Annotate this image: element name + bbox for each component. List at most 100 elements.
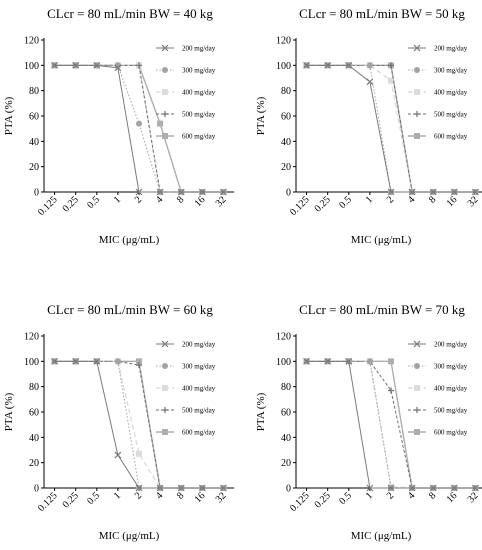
- x-tick-label: 8: [427, 490, 438, 501]
- data-point-200-mg-day: [408, 484, 416, 492]
- series-line-300-mg-day: [306, 360, 476, 489]
- x-tick-label: 0.25: [61, 194, 81, 214]
- series-line-200-mg-day: [54, 360, 224, 489]
- legend-entry-400-mg-day: 400 mg/day: [434, 89, 468, 97]
- legend-entry-400-mg-day: 400 mg/day: [182, 385, 216, 393]
- x-tick-label: 0.5: [85, 490, 102, 507]
- y-tick-label: 0: [34, 188, 39, 199]
- data-point-200-mg-day: [387, 484, 395, 492]
- data-point-600-mg-day: [388, 358, 394, 365]
- series-line-200-mg-day: [54, 64, 224, 193]
- data-point-600-mg-day: [136, 358, 142, 365]
- data-point-300-mg-day: [136, 120, 142, 127]
- data-point-200-mg-day: [51, 61, 58, 69]
- data-point-200-mg-day: [472, 188, 479, 196]
- data-point-300-mg-day: [114, 358, 121, 365]
- legend-marker-600-mg-day: [162, 429, 168, 435]
- y-tick-label: 40: [29, 137, 39, 148]
- x-tick-label: 16: [193, 490, 208, 505]
- y-tick-label: 0: [286, 484, 291, 495]
- series-line-400-mg-day: [306, 360, 476, 489]
- legend-marker-200-mg-day: [161, 44, 169, 52]
- x-tick-label: 16: [445, 194, 460, 209]
- data-point-400-mg-day: [136, 450, 142, 457]
- data-point-300-mg-day: [366, 358, 373, 365]
- chart-title: CLcr = 80 mL/min BW = 50 kg: [299, 6, 465, 21]
- y-tick-label: 40: [281, 137, 291, 148]
- x-tick-label: 2: [385, 490, 396, 501]
- series-line-200-mg-day: [306, 64, 476, 193]
- legend-marker-600-mg-day: [414, 133, 420, 139]
- y-tick-label: 120: [24, 36, 39, 47]
- legend-marker-300-mg-day: [162, 363, 168, 369]
- data-point-200-mg-day: [198, 484, 206, 492]
- x-tick-label: 0.5: [337, 194, 354, 211]
- data-point-200-mg-day: [156, 484, 164, 492]
- legend-entry-200-mg-day: 200 mg/day: [434, 45, 468, 53]
- y-axis-label: PTA (%): [3, 96, 15, 135]
- data-point-200-mg-day: [220, 484, 227, 492]
- x-tick-label: 2: [133, 490, 144, 501]
- data-point-200-mg-day: [450, 484, 458, 492]
- data-point-200-mg-day: [93, 357, 101, 365]
- data-point-200-mg-day: [387, 188, 395, 196]
- series-line-600-mg-day: [306, 360, 476, 489]
- data-point-200-mg-day: [324, 357, 332, 365]
- x-axis-label: MIC (μg/mL): [351, 234, 412, 246]
- legend-marker-600-mg-day: [414, 429, 420, 435]
- x-tick-label: 0.25: [313, 194, 333, 214]
- y-tick-label: 0: [34, 484, 39, 495]
- series-line-400-mg-day: [54, 360, 224, 489]
- legend-marker-400-mg-day: [414, 89, 420, 95]
- y-tick-label: 80: [29, 86, 39, 97]
- y-axis-label: PTA (%): [255, 96, 267, 135]
- x-tick-label: 2: [385, 194, 396, 205]
- series-line-500-mg-day: [54, 360, 224, 489]
- x-tick-label: 0.125: [288, 194, 312, 218]
- chart-panel-bw-60: CLcr = 80 mL/min BW = 60 kg 0 20 40 60 80 100 1…: [3, 302, 234, 542]
- legend-entry-500-mg-day: 500 mg/day: [434, 111, 468, 119]
- data-point-500-mg-day: [388, 387, 394, 394]
- data-point-200-mg-day: [345, 357, 353, 365]
- x-tick-label: 0.25: [313, 490, 333, 510]
- x-tick-label: 0.125: [36, 194, 60, 218]
- y-tick-label: 80: [281, 86, 291, 97]
- data-point-500-mg-day: [388, 62, 394, 69]
- legend-entry-500-mg-day: 500 mg/day: [182, 407, 216, 415]
- x-tick-label: 0.5: [85, 194, 102, 211]
- y-axis-label: PTA (%): [3, 392, 15, 431]
- chart-panel-bw-40: CLcr = 80 mL/min BW = 40 kg 0 20 40 60 80 100 1…: [3, 6, 234, 246]
- x-tick-label: 0.125: [288, 490, 312, 514]
- chart-panel-bw-70: CLcr = 80 mL/min BW = 70 kg 0 20 40 60 80 100 1…: [255, 302, 482, 542]
- legend-marker-500-mg-day: [162, 407, 168, 413]
- data-point-200-mg-day: [472, 484, 479, 492]
- x-tick-label: 1: [112, 194, 123, 205]
- y-tick-label: 60: [281, 408, 291, 419]
- data-point-200-mg-day: [177, 188, 185, 196]
- legend-entry-600-mg-day: 600 mg/day: [434, 133, 468, 141]
- x-tick-label: 2: [133, 194, 144, 205]
- y-tick-label: 20: [29, 162, 39, 173]
- data-point-200-mg-day: [72, 61, 80, 69]
- y-tick-label: 100: [24, 357, 39, 368]
- series-line-200-mg-day: [306, 360, 476, 489]
- chart-title: CLcr = 80 mL/min BW = 70 kg: [299, 302, 465, 317]
- legend-entry-600-mg-day: 600 mg/day: [434, 429, 468, 437]
- data-point-200-mg-day: [198, 188, 206, 196]
- data-point-200-mg-day: [324, 61, 332, 69]
- y-tick-label: 100: [24, 61, 39, 72]
- y-axis-label: PTA (%): [255, 392, 267, 431]
- x-tick-label: 32: [214, 490, 229, 505]
- y-tick-label: 60: [281, 112, 291, 123]
- data-point-200-mg-day: [429, 484, 437, 492]
- x-tick-label: 0.5: [337, 490, 354, 507]
- data-point-200-mg-day: [429, 188, 437, 196]
- y-tick-label: 40: [281, 433, 291, 444]
- y-tick-label: 100: [276, 61, 291, 72]
- x-tick-label: 4: [406, 194, 417, 205]
- y-tick-label: 20: [29, 458, 39, 469]
- legend-entry-600-mg-day: 600 mg/day: [182, 133, 216, 141]
- series-line-500-mg-day: [306, 360, 476, 489]
- data-point-200-mg-day: [51, 357, 58, 365]
- data-point-500-mg-day: [136, 62, 142, 69]
